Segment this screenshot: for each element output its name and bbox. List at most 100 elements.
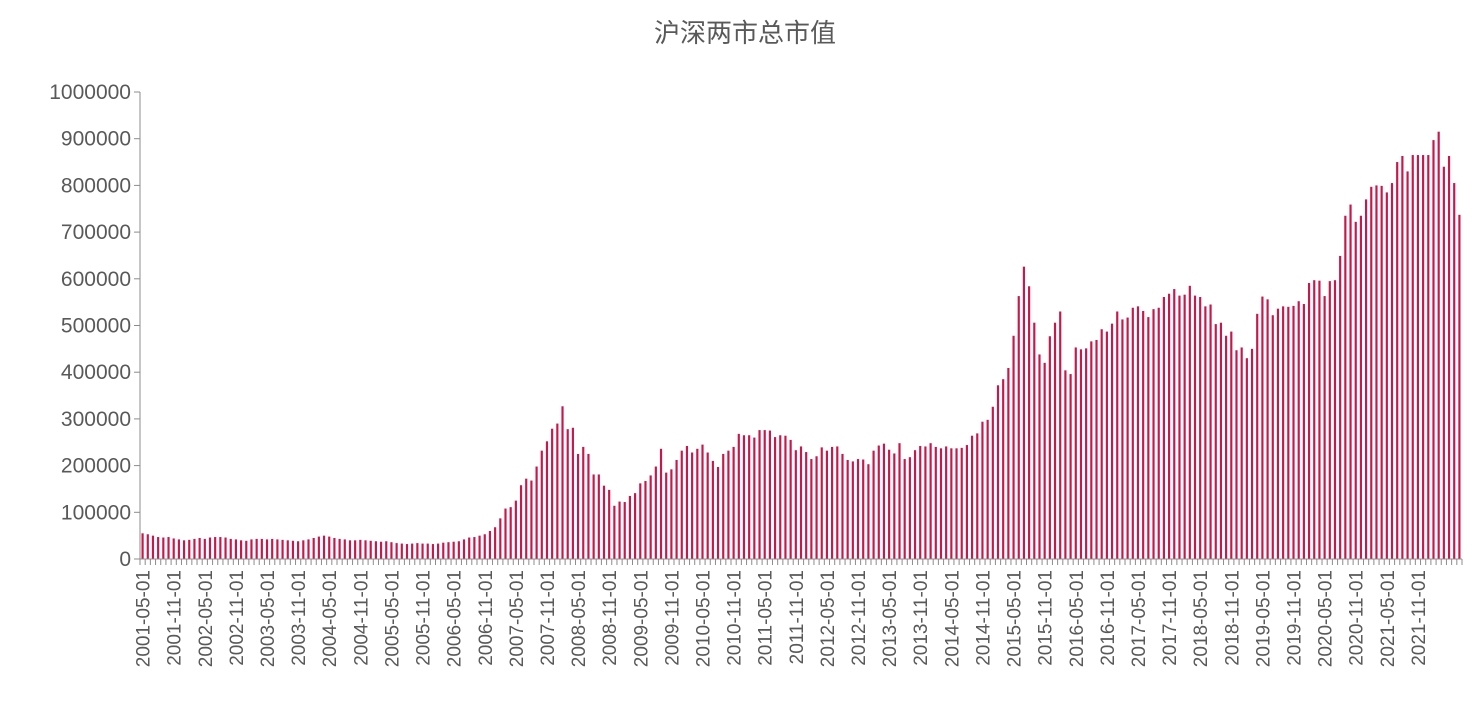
bar xyxy=(203,538,206,559)
bar xyxy=(805,452,808,559)
bar xyxy=(1085,348,1088,559)
bar xyxy=(1178,295,1181,559)
bar xyxy=(1168,293,1171,559)
bar xyxy=(302,540,305,559)
bar xyxy=(1152,309,1155,559)
bar xyxy=(1276,308,1280,559)
bar xyxy=(545,441,549,559)
bar xyxy=(271,538,274,559)
x-tick-label: 2001-11-01 xyxy=(165,570,186,666)
bar xyxy=(799,446,803,559)
bar xyxy=(1354,221,1357,559)
bar xyxy=(1188,285,1191,559)
bar xyxy=(1007,368,1010,559)
bar xyxy=(934,446,937,559)
bar xyxy=(929,443,932,559)
bar xyxy=(592,474,595,559)
bar xyxy=(1219,322,1223,559)
bar xyxy=(1370,186,1373,560)
bar xyxy=(768,430,771,559)
bar xyxy=(836,446,839,559)
bar xyxy=(1116,311,1119,559)
bar xyxy=(670,469,673,559)
x-tick-label: 2017-11-01 xyxy=(1160,570,1181,666)
bar xyxy=(576,453,580,559)
bar xyxy=(758,430,761,559)
bar xyxy=(540,450,543,559)
bar xyxy=(364,540,367,559)
bar xyxy=(1328,281,1331,559)
bar xyxy=(862,459,865,559)
bar xyxy=(856,459,860,559)
y-tick-label: 300000 xyxy=(61,408,131,431)
bar xyxy=(390,542,393,559)
bar xyxy=(1302,304,1305,559)
x-tick-label: 2008-05-01 xyxy=(569,570,590,667)
bar xyxy=(1121,319,1124,559)
bar xyxy=(939,448,943,559)
bar xyxy=(1375,185,1378,559)
bar xyxy=(602,485,606,559)
bar xyxy=(618,501,621,559)
bar xyxy=(649,475,652,559)
bar xyxy=(763,430,766,559)
x-tick-label: 2010-05-01 xyxy=(693,570,714,667)
bar xyxy=(665,472,668,559)
bar xyxy=(1385,192,1388,559)
bar xyxy=(1447,155,1451,560)
bar xyxy=(701,444,704,559)
bar xyxy=(1204,306,1207,559)
x-tick-label: 2003-11-01 xyxy=(289,570,310,666)
bar xyxy=(1390,183,1394,559)
bar xyxy=(551,428,554,559)
bar xyxy=(374,541,377,559)
bar xyxy=(991,406,994,559)
bar xyxy=(214,537,217,559)
x-tick-label: 2007-05-01 xyxy=(507,570,528,667)
bar xyxy=(1157,307,1160,559)
bar xyxy=(882,443,886,559)
bar xyxy=(970,435,974,559)
bar xyxy=(820,447,823,559)
bar xyxy=(1017,296,1020,559)
bar xyxy=(395,543,398,559)
x-tick-label: 2001-05-01 xyxy=(134,570,155,667)
bar xyxy=(945,446,948,559)
bar xyxy=(452,541,455,559)
bar xyxy=(1401,155,1404,560)
y-tick-label: 400000 xyxy=(61,361,131,384)
bar xyxy=(727,450,730,559)
bar xyxy=(748,435,751,559)
x-tick-label: 2005-05-01 xyxy=(382,570,403,667)
bar xyxy=(1261,296,1264,559)
bar xyxy=(172,538,175,559)
bar xyxy=(1090,341,1093,559)
bar xyxy=(499,518,502,559)
bar xyxy=(634,493,637,559)
bar xyxy=(317,536,320,559)
bar xyxy=(1349,204,1352,560)
bar xyxy=(1266,299,1269,559)
y-tick-label: 600000 xyxy=(61,268,131,291)
bar xyxy=(1142,311,1145,559)
x-axis: 2001-05-01 2001-11-01 2002-05-01 2002-11-01… xyxy=(134,558,1463,667)
bar xyxy=(1022,266,1026,559)
x-tick-label: 2015-05-01 xyxy=(1005,570,1026,667)
bar xyxy=(1126,317,1129,559)
bar xyxy=(1069,374,1072,559)
x-tick-label: 2003-05-01 xyxy=(258,570,279,667)
bar xyxy=(846,460,849,559)
bar xyxy=(1038,354,1041,559)
bar xyxy=(950,448,953,559)
bar xyxy=(1028,286,1031,559)
bar xyxy=(1422,155,1425,560)
x-tick-label: 2016-11-01 xyxy=(1098,570,1119,666)
bar xyxy=(1297,301,1300,559)
bar xyxy=(260,538,263,559)
bar xyxy=(333,537,336,559)
bar xyxy=(1074,347,1077,559)
bar xyxy=(582,446,585,559)
x-tick-label: 2007-11-01 xyxy=(538,570,559,666)
x-tick-label: 2012-11-01 xyxy=(849,570,870,666)
